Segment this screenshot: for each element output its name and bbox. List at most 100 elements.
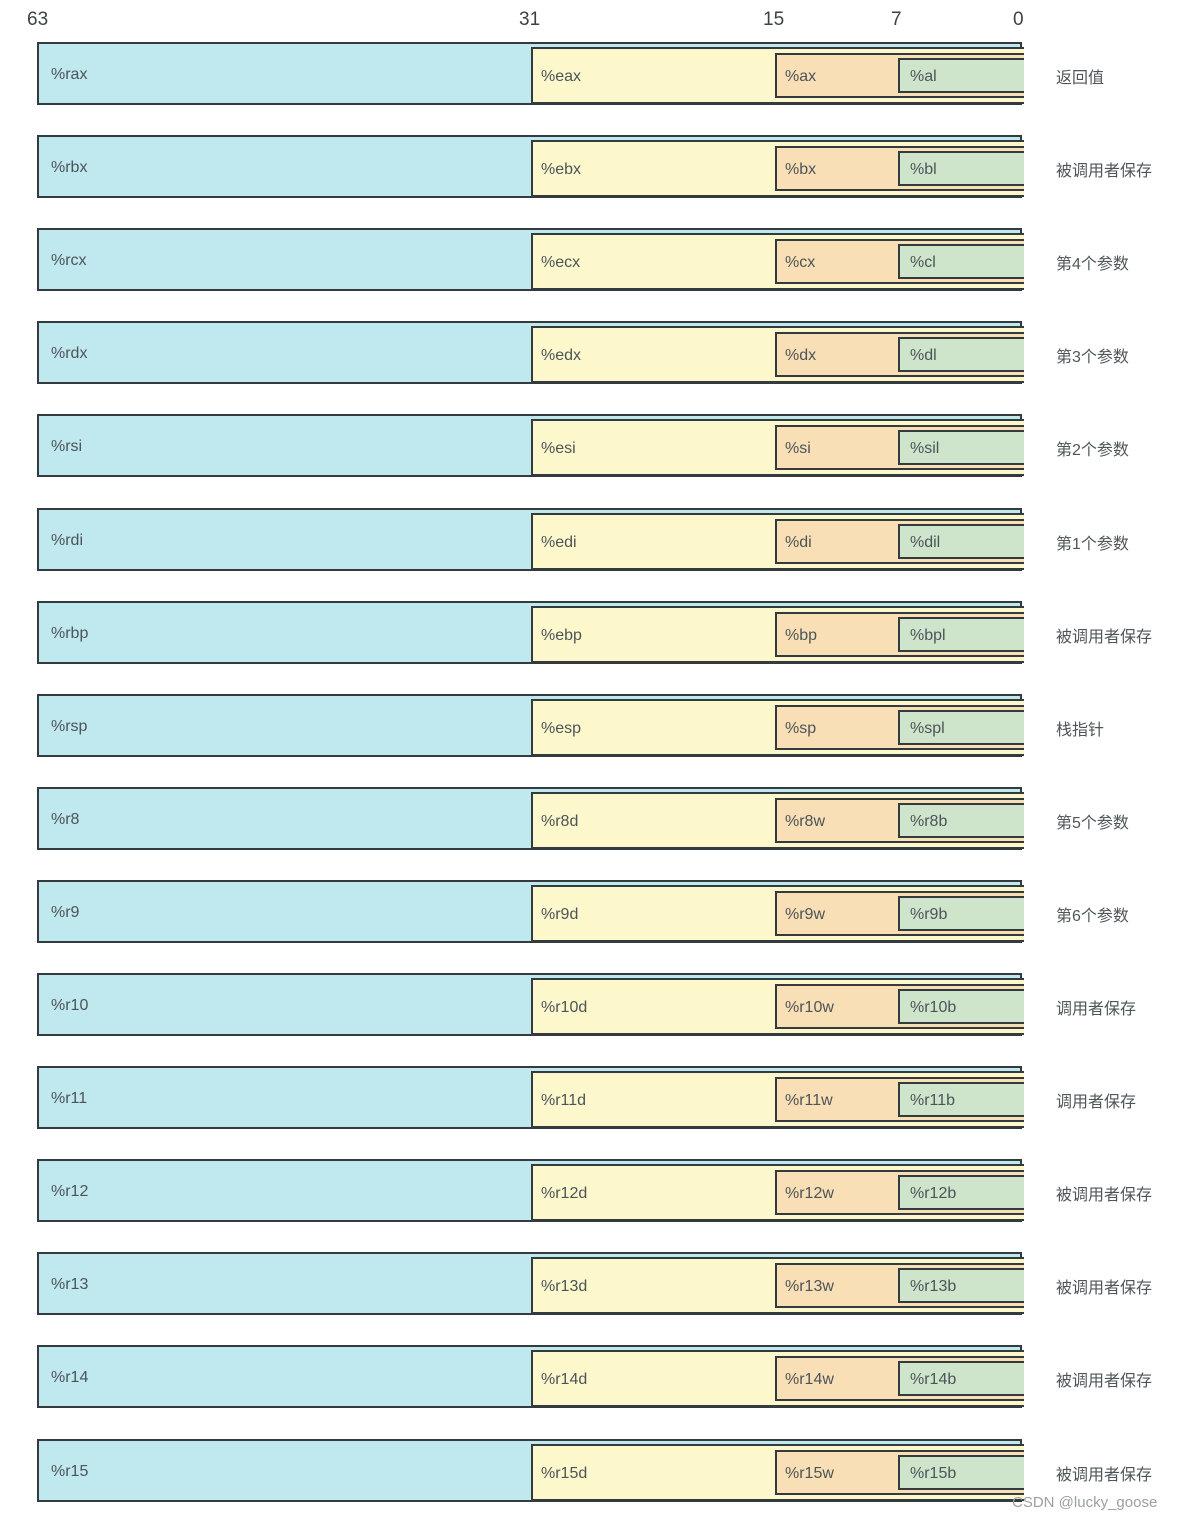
register-8bit-label: %r10b <box>910 999 957 1016</box>
register-32bit-label: %r8d <box>541 813 579 830</box>
register-row: %rbp %ebp %bp %bpl <box>37 601 1024 664</box>
register-64bit-label: %rbp <box>51 625 89 642</box>
register-8bit: %r12b <box>898 1175 1024 1210</box>
register-64bit-label: %rdx <box>51 345 88 362</box>
register-32bit-label: %r12d <box>541 1185 588 1202</box>
register-16bit-label: %di <box>785 534 812 551</box>
register-32bit-label: %ecx <box>541 254 581 271</box>
register-8bit-label: %dl <box>910 347 937 364</box>
register-64bit: %rbx %ebx %bx %bl <box>37 135 1024 198</box>
register-row: %rsp %esp %sp %spl <box>37 694 1024 757</box>
register-usage-note: 被调用者保存 <box>1056 163 1153 180</box>
register-8bit: %r10b <box>898 989 1024 1024</box>
register-8bit: %bpl <box>898 617 1024 652</box>
register-32bit-label: %ebx <box>541 161 582 178</box>
register-8bit-label: %r15b <box>910 1465 957 1482</box>
register-32bit-label: %r15d <box>541 1465 588 1482</box>
register-row: %r15 %r15d %r15w %r15b <box>37 1439 1024 1502</box>
register-usage-note: 被调用者保存 <box>1056 629 1153 646</box>
register-64bit: %rdx %edx %dx %dl <box>37 321 1024 384</box>
register-16bit-label: %ax <box>785 68 817 85</box>
register-64bit: %r9 %r9d %r9w %r9b <box>37 880 1024 943</box>
register-64bit-label: %rsp <box>51 718 88 735</box>
register-8bit-label: %r11b <box>910 1092 956 1109</box>
register-usage-note: 被调用者保存 <box>1056 1467 1153 1484</box>
register-64bit: %rdi %edi %di %dil <box>37 508 1024 571</box>
register-8bit-label: %r13b <box>910 1278 957 1295</box>
register-row: %rbx %ebx %bx %bl <box>37 135 1024 198</box>
bit-marker: 7 <box>891 9 902 30</box>
register-32bit-label: %r11d <box>541 1092 587 1109</box>
register-row: %rcx %ecx %cx %cl <box>37 228 1024 291</box>
register-16bit-label: %r13w <box>785 1278 834 1295</box>
register-16bit-label: %sp <box>785 720 817 737</box>
register-8bit: %r11b <box>898 1082 1024 1117</box>
register-16bit-label: %r14w <box>785 1371 834 1388</box>
register-8bit: %dl <box>898 337 1024 372</box>
register-row: %r14 %r14d %r14w %r14b <box>37 1345 1024 1408</box>
register-8bit-label: %bpl <box>910 627 946 644</box>
register-usage-note: 被调用者保存 <box>1056 1187 1153 1204</box>
register-64bit-label: %r10 <box>51 997 89 1014</box>
register-row: %rdi %edi %di %dil <box>37 508 1024 571</box>
register-64bit: %rsi %esi %si %sil <box>37 414 1024 477</box>
register-16bit-label: %r15w <box>785 1465 834 1482</box>
register-64bit: %r8 %r8d %r8w %r8b <box>37 787 1024 850</box>
register-32bit-label: %r10d <box>541 999 588 1016</box>
register-8bit-label: %r9b <box>910 906 948 923</box>
register-32bit-label: %edx <box>541 347 582 364</box>
register-8bit-label: %r12b <box>910 1185 957 1202</box>
register-8bit: %dil <box>898 524 1024 559</box>
bit-marker: 15 <box>763 9 785 30</box>
register-8bit-label: %r8b <box>910 813 948 830</box>
register-16bit-label: %r12w <box>785 1185 834 1202</box>
register-usage-note: 被调用者保存 <box>1056 1373 1153 1390</box>
register-8bit: %r13b <box>898 1268 1024 1303</box>
register-16bit-label: %bp <box>785 627 818 644</box>
register-64bit-label: %r15 <box>51 1463 89 1480</box>
register-8bit-label: %r14b <box>910 1371 957 1388</box>
register-row: %r10 %r10d %r10w %r10b <box>37 973 1024 1036</box>
register-64bit-label: %rax <box>51 66 88 83</box>
register-usage-note: 第6个参数 <box>1056 908 1129 925</box>
register-64bit-label: %rdi <box>51 532 84 549</box>
register-64bit-label: %r8 <box>51 811 80 828</box>
register-64bit: %r13 %r13d %r13w %r13b <box>37 1252 1024 1315</box>
register-8bit: %r8b <box>898 803 1024 838</box>
register-32bit-label: %esi <box>541 440 576 457</box>
register-usage-note: 返回值 <box>1056 70 1105 87</box>
watermark: CSDN @lucky_goose <box>1012 1494 1158 1511</box>
register-32bit-label: %r9d <box>541 906 579 923</box>
register-usage-note: 第3个参数 <box>1056 349 1129 366</box>
register-row: %rsi %esi %si %sil <box>37 414 1024 477</box>
register-8bit: %r14b <box>898 1361 1024 1396</box>
register-64bit: %r11 %r11d %r11w %r11b <box>37 1066 1024 1129</box>
register-8bit: %cl <box>898 244 1024 279</box>
register-8bit: %bl <box>898 151 1024 186</box>
bit-marker: 0 <box>1013 9 1024 30</box>
register-64bit-label: %rcx <box>51 252 87 269</box>
register-32bit-label: %esp <box>541 720 582 737</box>
register-64bit-label: %r12 <box>51 1183 89 1200</box>
register-usage-note: 第2个参数 <box>1056 442 1129 459</box>
register-row: %r12 %r12d %r12w %r12b <box>37 1159 1024 1222</box>
register-8bit-label: %sil <box>910 440 940 457</box>
register-64bit-label: %r13 <box>51 1276 89 1293</box>
register-32bit-label: %eax <box>541 68 582 85</box>
register-16bit-label: %r11w <box>785 1092 833 1109</box>
register-8bit: %spl <box>898 710 1024 745</box>
register-8bit-label: %cl <box>910 254 936 271</box>
register-32bit-label: %r13d <box>541 1278 588 1295</box>
register-32bit-label: %edi <box>541 534 577 551</box>
register-8bit-label: %al <box>910 68 937 85</box>
register-row: %r11 %r11d %r11w %r11b <box>37 1066 1024 1129</box>
register-64bit: %r14 %r14d %r14w %r14b <box>37 1345 1024 1408</box>
register-16bit-label: %r8w <box>785 813 826 830</box>
register-64bit-label: %rsi <box>51 438 83 455</box>
register-usage-note: 栈指针 <box>1056 722 1105 739</box>
register-usage-note: 调用者保存 <box>1056 1001 1137 1018</box>
register-usage-note: 第5个参数 <box>1056 815 1129 832</box>
register-8bit: %al <box>898 58 1024 93</box>
register-row: %rax %eax %ax %al <box>37 42 1024 105</box>
register-usage-note: 第4个参数 <box>1056 256 1129 273</box>
